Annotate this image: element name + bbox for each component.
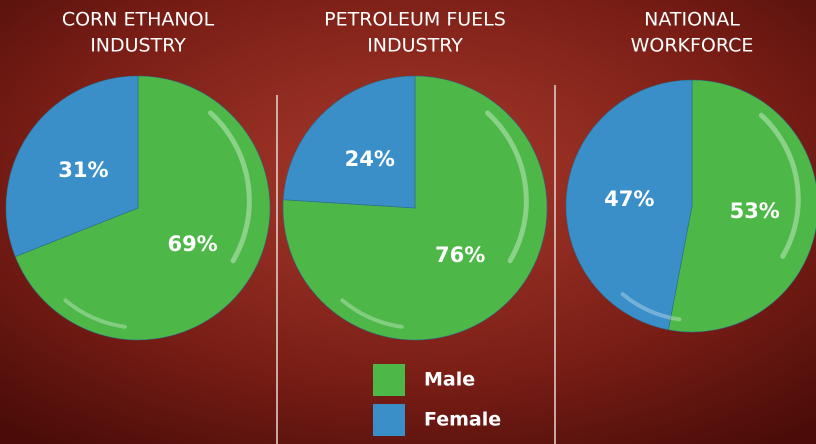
pie-slice — [668, 79, 816, 333]
highlight — [63, 298, 127, 329]
data-label: 69% — [167, 232, 217, 256]
highlight — [340, 298, 404, 329]
legend-label: Female — [424, 409, 501, 431]
chart-title: INDUSTRY — [367, 35, 463, 57]
legend-swatch — [373, 364, 405, 396]
highlight — [620, 292, 682, 322]
pie-slice — [282, 75, 548, 341]
highlight — [208, 110, 252, 264]
pie-slice — [5, 75, 139, 257]
data-label: 24% — [345, 147, 395, 171]
chart-title: INDUSTRY — [90, 35, 186, 57]
chart-title: PETROLEUM FUELS — [324, 9, 506, 31]
highlight — [485, 110, 529, 264]
highlight — [758, 112, 801, 259]
legend-swatch — [373, 404, 405, 436]
data-label: 76% — [435, 243, 485, 267]
legend-label: Male — [424, 369, 475, 391]
chart-title: CORN ETHANOL — [62, 9, 215, 31]
data-label: 47% — [604, 187, 654, 211]
pie-slice — [565, 79, 693, 331]
chart-title: NATIONAL — [644, 9, 740, 31]
pie-slice — [14, 75, 271, 341]
data-label: 31% — [58, 158, 108, 182]
data-label: 53% — [730, 199, 780, 223]
pie-slice — [282, 75, 416, 209]
chart-title: WORKFORCE — [631, 35, 754, 57]
